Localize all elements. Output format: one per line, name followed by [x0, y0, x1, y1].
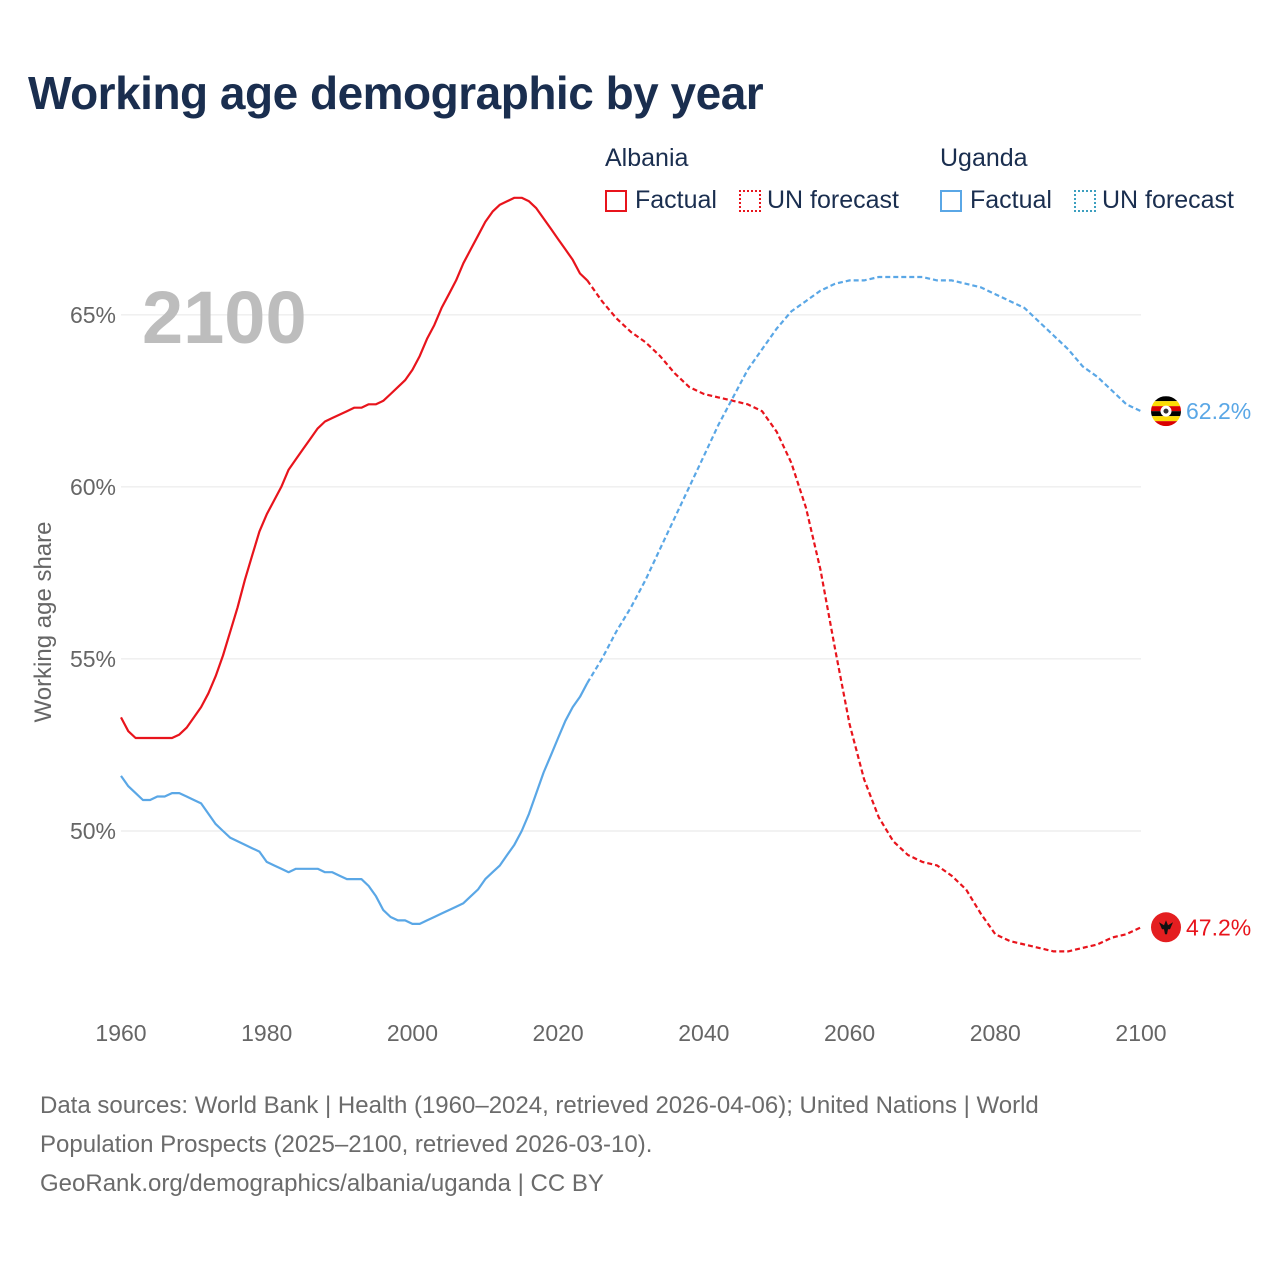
legend-albania-forecast[interactable]: UN forecast: [739, 186, 899, 215]
legend-albania-forecast-label: UN forecast: [767, 186, 899, 214]
x-tick-label: 2000: [387, 1020, 438, 1046]
legend-swatch-albania-forecast: [739, 189, 761, 212]
uganda-flag-icon: [1151, 396, 1181, 427]
legend-swatch-albania-factual: [605, 189, 627, 212]
legend-uganda-forecast-label: UN forecast: [1102, 186, 1234, 214]
line-chart: 50% 55% 60% 65% 1960 1980 2000 2020 2040 2060 2080…: [30, 196, 1251, 1046]
uganda-factual-line: [120, 682, 589, 925]
legend-uganda-factual-label: Factual: [970, 186, 1052, 214]
albania-end-value-label: 47.2%: [1186, 914, 1251, 940]
legend-albania-factual[interactable]: Factual: [605, 186, 717, 215]
albania-forecast-line: [586, 279, 1142, 953]
x-tick-label: 2060: [824, 1020, 875, 1046]
x-tick-label: 2100: [1115, 1020, 1166, 1046]
x-tick-label: 1960: [95, 1020, 146, 1046]
uganda-forecast-line: [586, 275, 1142, 684]
x-tick-label: 2020: [533, 1020, 584, 1046]
legend-uganda-factual[interactable]: Factual: [940, 186, 1052, 215]
chart-footer: Data sources: World Bank | Health (1960–…: [40, 1086, 1220, 1203]
x-tick-label: 2040: [678, 1020, 729, 1046]
legend-uganda-name: Uganda: [940, 144, 1028, 172]
footer-sources-line2: Population Prospects (2025–2100, retriev…: [40, 1131, 653, 1158]
legend-uganda-forecast[interactable]: UN forecast: [1074, 186, 1234, 215]
footer-sources-line1: Data sources: World Bank | Health (1960–…: [40, 1092, 1039, 1119]
legend-albania-name: Albania: [605, 144, 689, 172]
footer-attribution: GeoRank.org/demographics/albania/uganda …: [40, 1170, 604, 1197]
x-tick-label: 2080: [970, 1020, 1021, 1046]
albania-factual-line: [120, 196, 589, 740]
uganda-end-value-label: 62.2%: [1186, 398, 1251, 424]
y-tick-label: 55%: [70, 646, 116, 672]
y-tick-label: 50%: [70, 818, 116, 844]
year-watermark: 2100: [142, 276, 307, 359]
legend-swatch-uganda-forecast: [1074, 189, 1096, 212]
chart-title: Working age demographic by year: [28, 67, 764, 119]
albania-flag-icon: [1151, 912, 1181, 943]
y-axis-title: Working age share: [30, 522, 57, 723]
y-tick-label: 60%: [70, 474, 116, 500]
legend-albania-factual-label: Factual: [635, 186, 717, 214]
y-tick-label: 65%: [70, 302, 116, 328]
legend-swatch-uganda-factual: [940, 189, 962, 212]
x-tick-label: 1980: [241, 1020, 292, 1046]
